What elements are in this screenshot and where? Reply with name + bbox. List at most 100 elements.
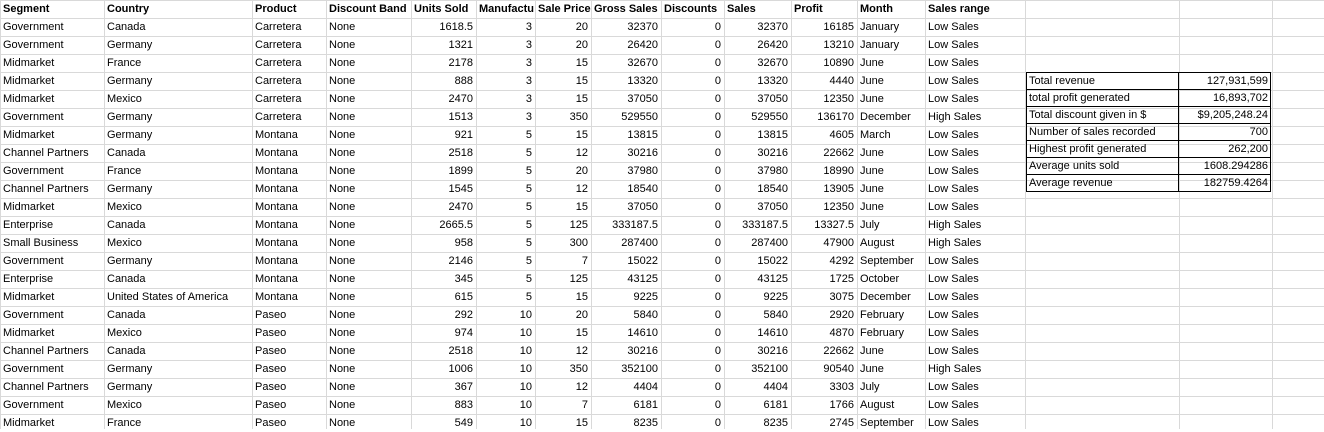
column-header-profit[interactable]: Profit (794, 3, 823, 15)
summary-value[interactable]: 127,931,599 (1178, 72, 1271, 90)
cell-manufacturing-price[interactable]: 10 (519, 417, 532, 429)
cell-month[interactable]: August (860, 237, 895, 249)
cell-gross-sales[interactable]: 5840 (633, 309, 658, 321)
cell-gross-sales[interactable]: 352100 (621, 363, 658, 375)
cell-sales-range[interactable]: Low Sales (928, 129, 979, 141)
cell-sales-range[interactable]: High Sales (928, 111, 982, 123)
cell-gross-sales[interactable]: 333187.5 (612, 219, 658, 231)
cell-profit[interactable]: 47900 (823, 237, 854, 249)
cell-profit[interactable]: 1766 (829, 399, 854, 411)
cell-units-sold[interactable]: 1899 (448, 165, 473, 177)
cell-gross-sales[interactable]: 43125 (627, 273, 658, 285)
cell-month[interactable]: June (860, 345, 884, 357)
cell-gross-sales[interactable]: 37050 (627, 201, 658, 213)
column-header-sales-range[interactable]: Sales range (928, 3, 990, 15)
cell-units-sold[interactable]: 921 (454, 129, 473, 141)
cell-manufacturing-price[interactable]: 5 (525, 219, 532, 231)
cell-units-sold[interactable]: 888 (454, 75, 473, 87)
cell-sale-price[interactable]: 15 (575, 129, 588, 141)
cell-discount-band[interactable]: None (329, 183, 356, 195)
cell-sales[interactable]: 15022 (757, 255, 788, 267)
cell-sales-range[interactable]: Low Sales (928, 147, 979, 159)
cell-product[interactable]: Montana (255, 129, 298, 141)
cell-units-sold[interactable]: 2518 (448, 345, 473, 357)
cell-product[interactable]: Montana (255, 219, 298, 231)
cell-manufacturing-price[interactable]: 3 (525, 75, 532, 87)
cell-discount-band[interactable]: None (329, 219, 356, 231)
cell-profit[interactable]: 3303 (829, 381, 854, 393)
cell-discounts[interactable]: 0 (714, 21, 721, 33)
cell-product[interactable]: Montana (255, 183, 298, 195)
cell-segment[interactable]: Government (3, 309, 64, 321)
cell-sales[interactable]: 30216 (757, 345, 788, 357)
cell-discount-band[interactable]: None (329, 255, 356, 267)
cell-manufacturing-price[interactable]: 3 (525, 57, 532, 69)
cell-country[interactable]: Germany (107, 255, 153, 267)
cell-product[interactable]: Paseo (255, 417, 287, 429)
cell-month[interactable]: September (860, 417, 914, 429)
cell-month[interactable]: June (860, 147, 884, 159)
cell-country[interactable]: France (107, 57, 142, 69)
cell-sale-price[interactable]: 15 (575, 327, 588, 339)
summary-value[interactable]: 700 (1178, 123, 1271, 141)
cell-units-sold[interactable]: 345 (454, 273, 473, 285)
cell-sales[interactable]: 352100 (751, 363, 788, 375)
cell-sales[interactable]: 287400 (751, 237, 788, 249)
cell-units-sold[interactable]: 958 (454, 237, 473, 249)
cell-manufacturing-price[interactable]: 5 (525, 237, 532, 249)
cell-month[interactable]: December (860, 291, 911, 303)
cell-segment[interactable]: Channel Partners (3, 381, 89, 393)
cell-gross-sales[interactable]: 37980 (627, 165, 658, 177)
cell-profit[interactable]: 90540 (823, 363, 854, 375)
cell-product[interactable]: Montana (255, 201, 298, 213)
cell-segment[interactable]: Small Business (3, 237, 79, 249)
cell-discount-band[interactable]: None (329, 291, 356, 303)
cell-country[interactable]: United States of America (107, 291, 229, 303)
cell-discount-band[interactable]: None (329, 381, 356, 393)
cell-sales-range[interactable]: Low Sales (928, 21, 979, 33)
cell-month[interactable]: June (860, 165, 884, 177)
cell-units-sold[interactable]: 1321 (448, 39, 473, 51)
cell-country[interactable]: Mexico (107, 399, 142, 411)
cell-sales[interactable]: 529550 (751, 111, 788, 123)
cell-country[interactable]: Canada (107, 21, 146, 33)
cell-month[interactable]: June (860, 75, 884, 87)
cell-gross-sales[interactable]: 529550 (621, 111, 658, 123)
cell-manufacturing-price[interactable]: 10 (519, 363, 532, 375)
cell-manufacturing-price[interactable]: 5 (525, 147, 532, 159)
cell-segment[interactable]: Midmarket (3, 57, 55, 69)
cell-segment[interactable]: Channel Partners (3, 147, 89, 159)
cell-product[interactable]: Carretera (255, 21, 302, 33)
cell-sale-price[interactable]: 20 (575, 165, 588, 177)
cell-product[interactable]: Carretera (255, 75, 302, 87)
cell-sale-price[interactable]: 20 (575, 21, 588, 33)
cell-sales[interactable]: 32370 (757, 21, 788, 33)
cell-discounts[interactable]: 0 (714, 93, 721, 105)
cell-discount-band[interactable]: None (329, 237, 356, 249)
cell-profit[interactable]: 12350 (823, 201, 854, 213)
cell-segment[interactable]: Government (3, 165, 64, 177)
column-header-country[interactable]: Country (107, 3, 150, 15)
summary-value[interactable]: 16,893,702 (1178, 89, 1271, 107)
cell-country[interactable]: Germany (107, 183, 153, 195)
cell-discounts[interactable]: 0 (714, 39, 721, 51)
cell-segment[interactable]: Midmarket (3, 327, 55, 339)
cell-discount-band[interactable]: None (329, 57, 356, 69)
cell-discount-band[interactable]: None (329, 201, 356, 213)
cell-profit[interactable]: 136170 (817, 111, 854, 123)
cell-units-sold[interactable]: 2665.5 (439, 219, 473, 231)
cell-discounts[interactable]: 0 (714, 237, 721, 249)
cell-discounts[interactable]: 0 (714, 363, 721, 375)
cell-manufacturing-price[interactable]: 10 (519, 381, 532, 393)
cell-sale-price[interactable]: 125 (569, 219, 588, 231)
cell-month[interactable]: June (860, 57, 884, 69)
cell-segment[interactable]: Enterprise (3, 273, 54, 285)
cell-manufacturing-price[interactable]: 5 (525, 273, 532, 285)
cell-gross-sales[interactable]: 4404 (633, 381, 658, 393)
cell-gross-sales[interactable]: 14610 (627, 327, 658, 339)
summary-value[interactable]: 182759.4264 (1178, 174, 1271, 192)
cell-discounts[interactable]: 0 (714, 183, 721, 195)
cell-month[interactable]: March (860, 129, 891, 141)
cell-manufacturing-price[interactable]: 5 (525, 129, 532, 141)
cell-sales[interactable]: 13320 (757, 75, 788, 87)
